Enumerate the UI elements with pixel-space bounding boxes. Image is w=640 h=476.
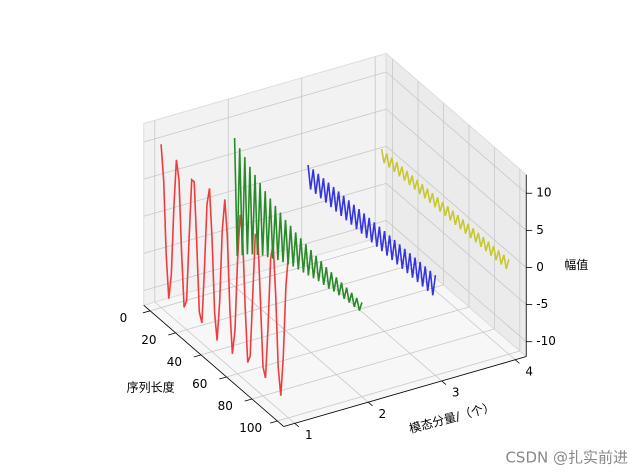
x-tick-label: 0 — [120, 311, 128, 325]
x-tick-label: 60 — [192, 377, 207, 391]
x-tick-label: 20 — [141, 333, 156, 347]
y-axis-label: 模态分量/（个） — [408, 400, 497, 436]
y-tick-label: 3 — [452, 386, 460, 400]
watermark: CSDN @扎实前进 — [505, 449, 628, 467]
data-line — [307, 164, 437, 296]
grid-line — [143, 220, 387, 291]
x-tick-label: 40 — [167, 355, 182, 369]
tick-mark — [514, 359, 520, 364]
y-tick-label: 2 — [378, 407, 386, 421]
tick-mark — [441, 380, 447, 385]
grid-line — [385, 220, 527, 343]
grid-line — [154, 301, 296, 424]
grid-line — [143, 71, 387, 143]
z-tick-label: 0 — [536, 260, 544, 274]
grid-line — [277, 350, 520, 422]
z-axis-label: 幅值 — [564, 257, 588, 272]
tick-mark — [294, 423, 300, 428]
grid-line — [385, 71, 527, 194]
x-axis — [143, 305, 285, 427]
tick-mark — [168, 332, 176, 336]
y-tick-label: 4 — [525, 364, 533, 378]
x-tick-label: 100 — [239, 421, 262, 435]
y-axis — [283, 356, 527, 427]
x-axis-label: 序列长度 — [127, 380, 175, 395]
x-tick-label: 80 — [218, 399, 233, 413]
z-tick-label: 5 — [536, 223, 544, 237]
z-tick-label: -5 — [536, 297, 548, 311]
grid-line — [143, 108, 387, 180]
grid-line — [251, 328, 495, 400]
tick-mark — [193, 354, 202, 358]
grid-line — [385, 183, 527, 305]
grid-line — [143, 182, 387, 254]
grid-line — [227, 280, 369, 403]
tick-mark — [244, 398, 253, 402]
grid-line — [150, 240, 393, 312]
data-line — [380, 148, 510, 270]
data-line — [233, 137, 363, 311]
z-tick-label: -10 — [536, 334, 556, 348]
tick-mark — [270, 420, 278, 424]
tick-mark — [142, 310, 151, 314]
grid-line — [143, 145, 387, 217]
data-line — [160, 144, 290, 396]
y-tick-label: 1 — [305, 428, 313, 442]
grid-line — [385, 145, 527, 268]
grid-line — [385, 108, 527, 231]
grid-line — [200, 284, 444, 356]
z-tick-label: 10 — [536, 186, 551, 200]
tick-mark — [367, 401, 373, 407]
tick-mark — [219, 376, 227, 380]
